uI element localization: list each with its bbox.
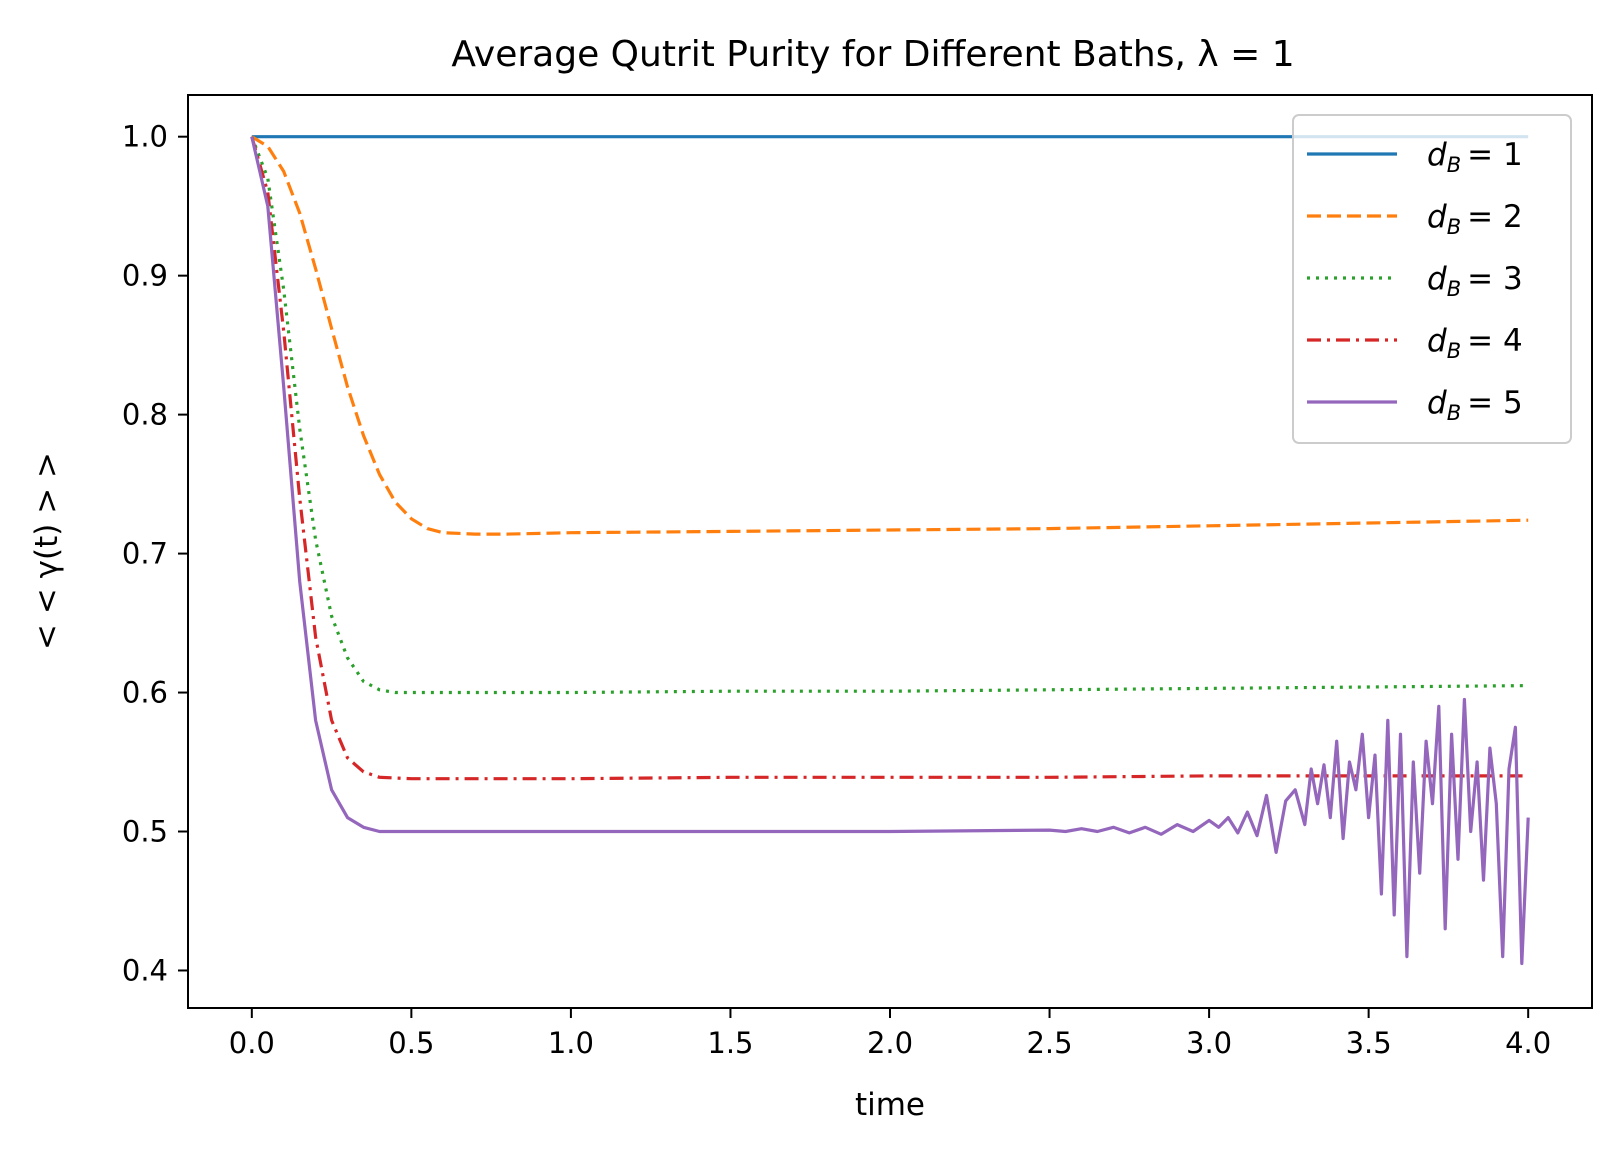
x-tick-label: 3.5 [1346, 1026, 1392, 1060]
x-tick-label: 2.0 [867, 1026, 913, 1060]
legend-label-3: dB = 3 [1427, 261, 1523, 301]
series-line-4 [250, 136, 1529, 781]
y-tick-label: 0.6 [122, 676, 168, 710]
y-tick-label: 0.5 [122, 815, 168, 849]
y-tick-label: 0.9 [122, 259, 168, 293]
legend-box [1292, 114, 1572, 444]
y-tick-label: 1.0 [122, 120, 168, 154]
legend-label-2: dB = 2 [1427, 199, 1523, 239]
x-tick-label: 0.5 [388, 1026, 434, 1060]
x-tick-label: 1.0 [548, 1026, 594, 1060]
x-tick-label: 1.5 [707, 1026, 753, 1060]
legend-label-5: dB = 5 [1427, 385, 1523, 425]
y-axis-label: < < γ(t) > > [29, 452, 65, 650]
x-tick-label: 2.5 [1026, 1026, 1072, 1060]
legend: dB = 1 dB = 2 dB = 3 dB = 4 dB = 5 [1292, 114, 1572, 444]
x-tick-label: 3.0 [1186, 1026, 1232, 1060]
series-line-3 [250, 136, 1529, 695]
y-tick-label: 0.4 [122, 953, 168, 987]
series-line-5 [250, 136, 1530, 966]
chart-title: Average Qutrit Purity for Different Bath… [451, 34, 1294, 75]
y-tick-label: 0.8 [122, 398, 168, 432]
series-line-2 [250, 135, 1529, 536]
legend-label-4: dB = 4 [1427, 323, 1523, 363]
x-tick-label: 0.0 [229, 1026, 275, 1060]
y-tick-label: 0.7 [122, 537, 168, 571]
y-axis: 0.4 0.5 0.6 0.7 0.8 0.9 1.0 [122, 120, 188, 987]
legend-label-1: dB = 1 [1427, 137, 1523, 177]
x-tick-label: 4.0 [1505, 1026, 1551, 1060]
x-axis: 0.0 0.5 1.0 1.5 2.0 2.5 3.0 3.5 4.0 [229, 1008, 1551, 1060]
x-axis-label: time [855, 1087, 925, 1123]
